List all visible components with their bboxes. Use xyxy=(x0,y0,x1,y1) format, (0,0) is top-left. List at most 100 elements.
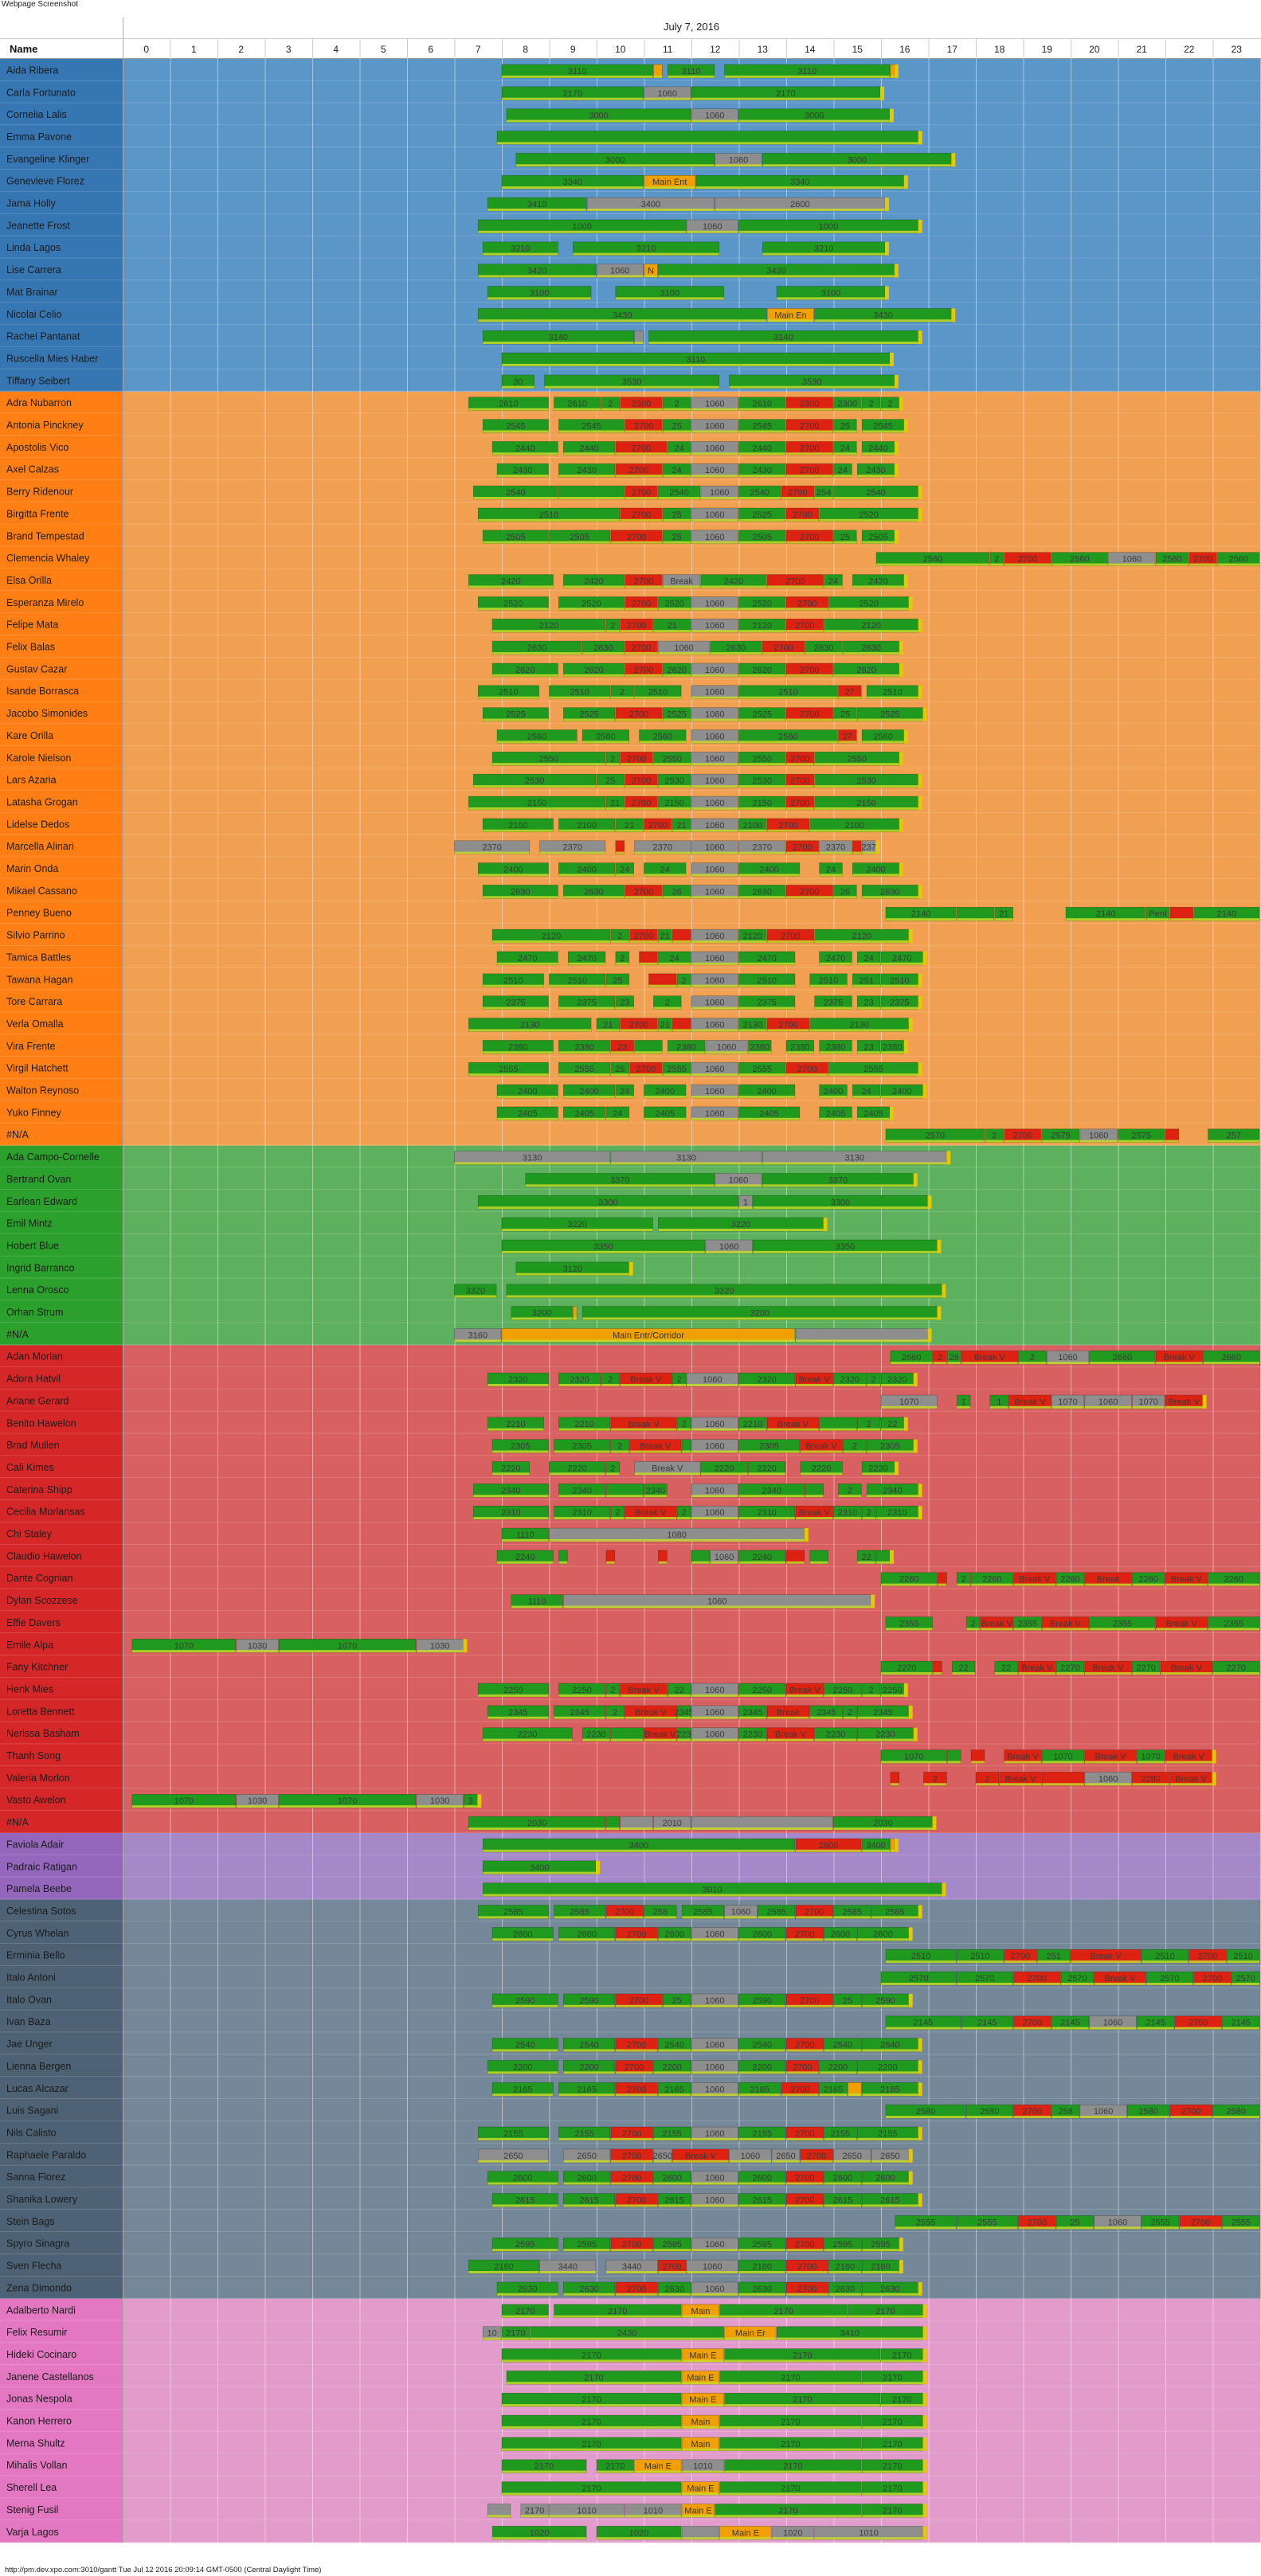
shift-bar[interactable] xyxy=(738,2193,786,2207)
shift-bar[interactable] xyxy=(1094,1971,1146,1986)
shift-bar[interactable] xyxy=(885,2015,961,2030)
shift-bar[interactable] xyxy=(1013,2015,1051,2030)
shift-bar[interactable] xyxy=(738,1683,786,1698)
shift-bar[interactable] xyxy=(970,1749,985,1764)
shift-bar[interactable] xyxy=(491,2526,587,2540)
shift-bar[interactable] xyxy=(824,1683,862,1698)
shift-bar[interactable] xyxy=(563,2193,616,2207)
shift-bar[interactable] xyxy=(795,1905,833,1919)
shift-bar[interactable] xyxy=(781,2082,819,2097)
shift-bar[interactable] xyxy=(691,1683,738,1698)
shift-bar[interactable] xyxy=(824,2126,857,2141)
shift-bar[interactable] xyxy=(615,2082,658,2097)
shift-bar[interactable] xyxy=(719,2304,848,2319)
shift-bar[interactable] xyxy=(1137,1749,1165,1764)
shift-bar[interactable] xyxy=(848,2304,923,2319)
shift-bar[interactable] xyxy=(558,1683,606,1698)
shift-bar[interactable] xyxy=(501,2348,682,2363)
shift-bar[interactable] xyxy=(658,2193,691,2207)
shift-bar[interactable] xyxy=(961,2015,1013,2030)
shift-bar[interactable] xyxy=(861,2414,923,2429)
shift-bar[interactable] xyxy=(861,2238,900,2252)
shift-bar[interactable] xyxy=(719,2526,772,2540)
shift-bar[interactable] xyxy=(738,2238,786,2252)
shift-bar[interactable] xyxy=(880,1749,947,1764)
shift-bar[interactable] xyxy=(681,2414,719,2429)
shift-bar[interactable] xyxy=(1174,2015,1222,2030)
shift-bar[interactable] xyxy=(1084,1749,1137,1764)
shift-bar[interactable] xyxy=(634,330,644,345)
shift-bar[interactable] xyxy=(785,2193,824,2207)
shift-bar[interactable] xyxy=(610,2238,653,2252)
shift-bar[interactable] xyxy=(501,2414,682,2429)
shift-bar[interactable] xyxy=(785,2238,824,2252)
shift-bar[interactable] xyxy=(605,1905,644,1919)
shift-bar[interactable] xyxy=(416,1794,464,1808)
shift-bar[interactable] xyxy=(501,2304,549,2319)
shift-bar[interactable] xyxy=(1060,1971,1095,1986)
shift-bar[interactable] xyxy=(620,1683,668,1698)
shift-bar[interactable] xyxy=(653,2238,691,2252)
shift-bar[interactable] xyxy=(1145,1971,1193,1986)
shift-bar[interactable] xyxy=(819,2082,848,2097)
shift-bar[interactable] xyxy=(724,1905,758,1919)
shift-bar[interactable] xyxy=(681,2459,724,2473)
shift-bar[interactable] xyxy=(1051,2015,1090,2030)
shift-bar[interactable] xyxy=(482,330,634,345)
shift-bar[interactable] xyxy=(833,1905,871,1919)
shift-bar[interactable] xyxy=(554,1905,606,1919)
shift-bar[interactable] xyxy=(596,2526,682,2540)
shift-bar[interactable] xyxy=(586,197,715,212)
shift-bar[interactable] xyxy=(491,2238,558,2252)
shift-bar[interactable] xyxy=(691,2082,738,2097)
shift-bar[interactable] xyxy=(719,2414,862,2429)
shift-bar[interactable] xyxy=(634,2459,682,2473)
shift-bar[interactable] xyxy=(1137,2015,1175,2030)
shift-bar[interactable] xyxy=(477,2126,549,2141)
shift-bar[interactable] xyxy=(1013,1971,1061,1986)
shift-bar[interactable] xyxy=(956,1971,1013,1986)
shift-bar[interactable] xyxy=(487,197,587,212)
shift-bar[interactable] xyxy=(558,2126,611,2141)
shift-bar[interactable] xyxy=(653,2126,691,2141)
shift-bar[interactable] xyxy=(563,2238,611,2252)
shift-bar[interactable] xyxy=(477,1905,549,1919)
shift-bar[interactable] xyxy=(880,1971,957,1986)
shift-bar[interactable] xyxy=(691,2238,738,2252)
shift-bar[interactable] xyxy=(771,2526,815,2540)
shift-bar[interactable] xyxy=(757,1905,796,1919)
shift-bar[interactable] xyxy=(681,2526,719,2540)
shift-bar[interactable] xyxy=(681,2304,719,2319)
shift-bar[interactable] xyxy=(236,1794,279,1808)
shift-bar[interactable] xyxy=(738,2126,786,2141)
shift-bar[interactable] xyxy=(691,2126,738,2141)
shift-bar[interactable] xyxy=(658,2082,691,2097)
shift-bar[interactable] xyxy=(554,2304,682,2319)
shift-bar[interactable] xyxy=(1042,1749,1085,1764)
shift-bar[interactable] xyxy=(610,2126,653,2141)
shift-bar[interactable] xyxy=(615,2193,658,2207)
shift-bar[interactable] xyxy=(947,1749,961,1764)
shift-bar[interactable] xyxy=(605,1683,621,1698)
shift-bar[interactable] xyxy=(477,1683,549,1698)
shift-bar[interactable] xyxy=(724,2348,881,2363)
shift-bar[interactable] xyxy=(824,2193,862,2207)
shift-bar[interactable] xyxy=(596,2459,634,2473)
shift-bar[interactable] xyxy=(1089,2015,1137,2030)
shift-bar[interactable] xyxy=(491,2082,554,2097)
shift-bar[interactable] xyxy=(681,1905,724,1919)
shift-bar[interactable] xyxy=(1222,2015,1260,2030)
shift-bar[interactable] xyxy=(861,1683,881,1698)
shift-bar[interactable] xyxy=(501,2459,587,2473)
shift-bar[interactable] xyxy=(1004,1749,1042,1764)
shift-bar[interactable] xyxy=(667,1683,691,1698)
shift-bar[interactable] xyxy=(861,2459,923,2473)
shift-bar[interactable] xyxy=(785,1683,824,1698)
shift-bar[interactable] xyxy=(1232,1971,1260,1986)
shift-bar[interactable] xyxy=(681,2348,724,2363)
shift-bar[interactable] xyxy=(724,2459,862,2473)
shift-bar[interactable] xyxy=(644,1905,677,1919)
shift-bar[interactable] xyxy=(691,2193,738,2207)
shift-bar[interactable] xyxy=(131,1794,237,1808)
shift-bar[interactable] xyxy=(738,2082,781,2097)
